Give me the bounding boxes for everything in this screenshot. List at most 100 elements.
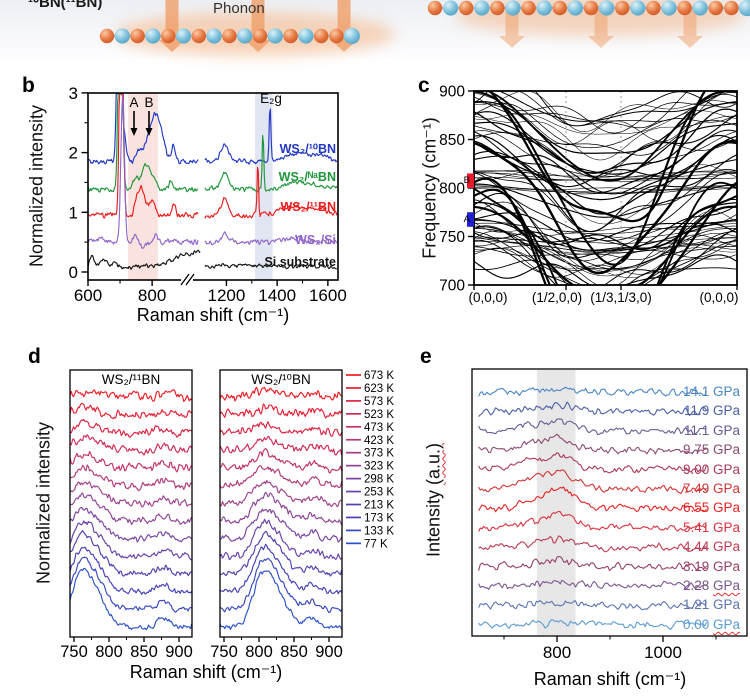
panel-e-y-axis-label: Intensity (a.u.) (424, 443, 445, 557)
panel-b-y-axis-label: Normalized intensity (26, 104, 47, 268)
boron-atom (222, 28, 237, 44)
nitrogen-atom (661, 0, 677, 16)
boron-atom (615, 0, 630, 16)
x-tick-label: 900 (315, 643, 343, 661)
temperature-spectrum-curve (220, 479, 342, 508)
pressure-value: 1.21 (682, 597, 713, 613)
temperature-spectrum-curve (70, 546, 192, 596)
temperature-spectrum-curve (70, 556, 192, 613)
pressure-label: 9.75 GPa (634, 441, 740, 458)
y-tick-label: 0 (69, 263, 78, 282)
nitrogen-atom (267, 28, 283, 44)
pressure-unit: GPa (712, 461, 740, 477)
legend-temperature-label: 573 K (364, 396, 394, 408)
boron-atom (552, 0, 567, 16)
y-tick-label: 850 (439, 132, 465, 149)
pressure-spectrum-curve (478, 452, 708, 474)
nitrogen-atom (692, 0, 708, 16)
legend-temperature-label: 253 K (364, 487, 394, 499)
boron-atom (99, 28, 115, 44)
boron-atom (283, 28, 298, 44)
phonon-band (474, 192, 737, 259)
x-tick-label: 750 (210, 643, 238, 661)
k-point-label: (0,0,0) (699, 290, 738, 305)
phonon-band (474, 228, 737, 270)
panel-e-x-axis-label: Raman shift (cm⁻¹) (534, 669, 687, 689)
legend-temperature-label: 523 K (364, 409, 394, 421)
intensity-label-text: Intensity (423, 484, 444, 558)
phonon-band (474, 236, 737, 244)
pressure-value: 9.00 (682, 461, 713, 477)
boron-atom (329, 28, 344, 44)
x-tick-label: 800 (245, 643, 273, 661)
temperature-spectrum-curve (220, 465, 342, 489)
marker-b-label: B (464, 175, 470, 186)
highlight-band (128, 93, 158, 280)
panel-e-curves (478, 386, 708, 630)
schematic-layer (99, 0, 750, 56)
pressure-value: 7.49 (682, 481, 713, 496)
temperature-spectrum-curve (220, 508, 342, 543)
panel-b-layer: 0 1 2 3 600 800 1200 1400 1600 WS₂/¹⁰BN WS₂/ᴺᵃBN WS… (69, 84, 347, 305)
spectrum-curve (88, 249, 201, 270)
spectrum-curve (204, 134, 338, 193)
pressure-unit: GPa (712, 616, 740, 632)
series-label: WS₂/Si (295, 233, 336, 247)
pressure-label: 4.44 GPa (634, 538, 740, 555)
legend-temperature-label: 323 K (364, 461, 394, 473)
pressure-unit: GPa (712, 519, 740, 535)
phonon-band (474, 222, 737, 235)
pressure-label: 0.00 GPa (634, 616, 740, 633)
temperature-spectrum-curve (70, 506, 192, 543)
panel-letter-b: b (22, 74, 35, 97)
temperature-spectrum-curve (70, 520, 192, 561)
phonon-band (474, 181, 737, 285)
arrow-head (159, 40, 185, 52)
mode-a-arrow-icon (130, 111, 138, 136)
pressure-value: 14.1 (682, 384, 713, 399)
pressure-label: 1.21 GPa (634, 596, 740, 613)
pressure-spectrum-curve (478, 486, 707, 513)
spectrum-curve (88, 93, 199, 219)
isotope-label: ¹⁰BN(¹¹BN) (28, 0, 103, 11)
temperature-spectrum-curve (70, 402, 192, 420)
pressure-unit: GPa (712, 500, 740, 516)
phonon-band (474, 239, 737, 285)
pressure-label: 6.55 GPa (634, 499, 740, 516)
axis-break-mask (181, 273, 193, 287)
boron-atom (708, 0, 723, 16)
pressure-spectrum-curve (478, 600, 707, 611)
legend-temperature-label: 213 K (364, 500, 394, 512)
pressure-label: 11.9 GPa (634, 402, 740, 419)
panel-letter-e: e (420, 345, 432, 368)
boron-atom (521, 0, 536, 16)
temperature-spectrum-curve (220, 386, 342, 402)
panel-d-curves (220, 386, 342, 630)
temperature-spectrum-curve (70, 492, 192, 525)
e2g-annotation: E₂g (260, 91, 282, 106)
phonon-band (474, 259, 737, 285)
temperature-spectrum-curve (70, 530, 192, 577)
temperature-spectrum-curve (220, 518, 342, 561)
mode-b-annotation: B (144, 95, 153, 110)
nitrogen-atom (474, 0, 490, 16)
pressure-unit: GPa (712, 442, 740, 458)
phonon-band (474, 185, 737, 195)
pressure-label: 2.28 GPa (634, 577, 740, 594)
pressure-unit: GPa (712, 578, 740, 593)
highlight-band (536, 370, 576, 635)
phonon-band (474, 171, 737, 242)
phonon-band (474, 102, 737, 134)
boron-atom (459, 0, 474, 16)
x-tick-label: 1600 (309, 286, 347, 305)
pressure-label: 11.1 GPa (634, 422, 740, 439)
temperature-spectrum-curve (70, 567, 192, 631)
phonon-band (474, 225, 737, 239)
marker-a-label: A (464, 214, 471, 225)
pressure-unit: GPa (712, 539, 740, 555)
temperature-spectrum-curve (220, 491, 342, 526)
mode-b-arrow-icon (145, 111, 153, 136)
nitrogen-atom (443, 0, 459, 16)
mode-a-annotation: A (129, 95, 138, 110)
